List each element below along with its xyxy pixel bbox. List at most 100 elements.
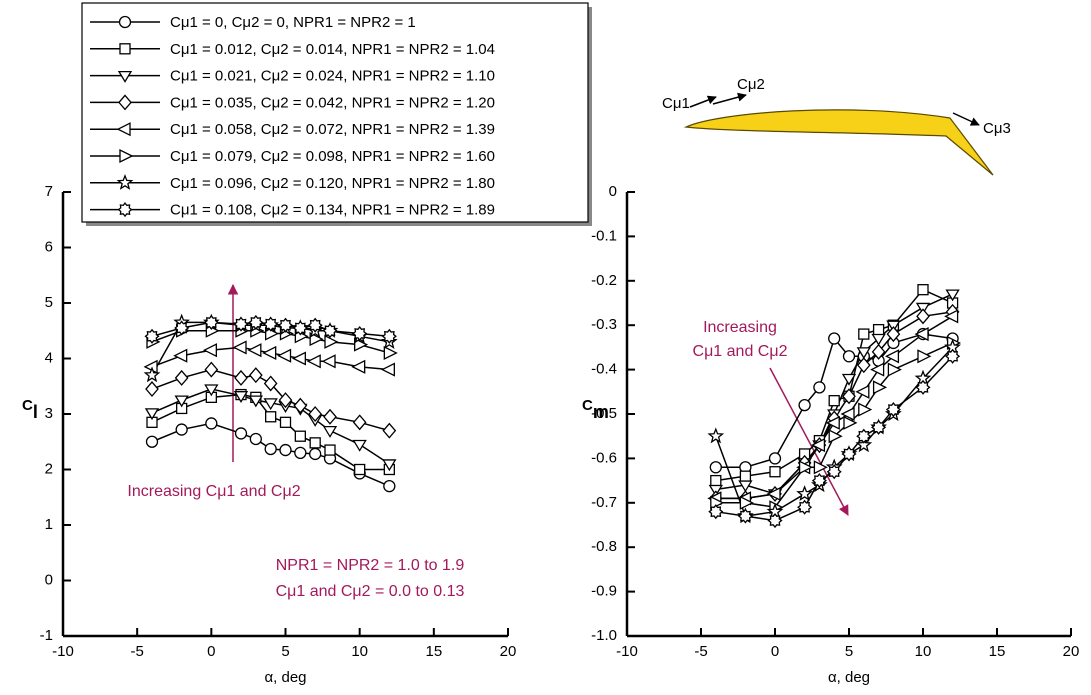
data-point — [263, 316, 279, 332]
data-point — [322, 425, 338, 438]
y-tick-label: -0.7 — [591, 494, 617, 511]
legend-marker — [116, 173, 134, 190]
data-point — [870, 362, 885, 377]
data-point — [322, 323, 338, 339]
data-point — [205, 417, 218, 430]
data-point — [766, 486, 781, 501]
x-tick-label: 15 — [425, 643, 442, 660]
data-point — [825, 415, 840, 430]
y-tick-label: -0.3 — [591, 316, 617, 333]
annotation: Cμ1 and Cμ2 — [693, 343, 788, 360]
data-point — [323, 408, 337, 425]
data-point — [232, 340, 247, 355]
data-point — [944, 309, 959, 324]
data-point — [945, 289, 960, 302]
data-point — [798, 460, 814, 475]
x-axis-label: α, deg — [828, 669, 870, 686]
annotation-arrow — [769, 367, 849, 516]
legend — [81, 2, 589, 223]
data-point — [264, 442, 277, 456]
data-point — [279, 443, 292, 457]
data-point — [248, 367, 263, 384]
data-point — [308, 406, 323, 422]
data-point — [248, 314, 264, 330]
data-point — [277, 317, 294, 333]
x-tick-label: 20 — [1063, 643, 1080, 660]
data-point — [855, 384, 870, 399]
x-tick-label: -10 — [52, 643, 74, 660]
x-tick-label: 5 — [845, 643, 853, 660]
data-point — [175, 423, 188, 436]
data-point — [842, 350, 856, 363]
jet-arrow — [952, 112, 980, 126]
data-point — [247, 343, 262, 358]
data-point — [263, 375, 278, 392]
data-point — [843, 415, 858, 430]
data-point — [383, 479, 396, 493]
y-tick-label: -0.9 — [591, 583, 617, 600]
data-point — [352, 414, 367, 431]
y-tick-label: 0 — [45, 571, 53, 588]
legend-marker — [119, 43, 131, 55]
data-point — [292, 320, 308, 336]
data-point — [174, 320, 190, 336]
data-point — [796, 485, 813, 502]
data-point — [871, 343, 886, 360]
data-point — [262, 345, 277, 361]
data-point — [738, 480, 753, 493]
data-point — [811, 473, 827, 489]
x-tick-label: -5 — [130, 643, 143, 660]
y-tick-label: -1.0 — [591, 627, 617, 644]
legend-label: Cμ1 = 0.079, Cμ2 = 0.098, NPR1 = NPR2 = … — [170, 148, 495, 165]
data-point — [381, 328, 397, 344]
data-point — [352, 439, 367, 452]
legend-label: Cμ1 = 0.108, Cμ2 = 0.134, NPR1 = NPR2 = … — [170, 202, 495, 219]
airfoil — [683, 109, 994, 176]
data-point — [885, 402, 901, 418]
data-point — [708, 504, 724, 520]
data-point — [143, 366, 161, 383]
x-tick-label: -10 — [616, 643, 638, 660]
data-point — [767, 513, 783, 529]
series-line — [715, 346, 954, 517]
data-point — [710, 474, 722, 487]
x-tick-label: 0 — [207, 643, 215, 660]
data-point — [856, 357, 871, 374]
data-point — [145, 381, 159, 398]
data-point — [707, 427, 725, 444]
data-point — [144, 328, 160, 344]
data-point — [856, 347, 871, 360]
data-point — [768, 452, 782, 465]
data-point — [856, 428, 872, 444]
annotation: Increasing Cμ1 and Cμ2 — [127, 483, 300, 500]
data-point — [858, 328, 870, 340]
annotation: Increasing — [703, 319, 777, 336]
y-tick-label: -1 — [40, 627, 53, 644]
data-point — [871, 333, 886, 346]
data-point — [871, 419, 887, 435]
data-point — [945, 348, 961, 364]
data-point — [354, 337, 369, 352]
data-point — [234, 369, 248, 386]
y-tick-label: -0.5 — [591, 405, 617, 422]
y-tick-label: -0.8 — [591, 538, 617, 555]
x-tick-label: 0 — [771, 643, 779, 660]
data-point — [826, 464, 842, 480]
y-axis-label: Cl — [22, 397, 38, 422]
data-point — [324, 444, 336, 456]
data-point — [354, 463, 366, 476]
x-tick-label: -5 — [694, 643, 707, 660]
data-point — [249, 432, 262, 446]
data-point — [278, 392, 293, 409]
legend-label: Cμ1 = 0.012, Cμ2 = 0.014, NPR1 = NPR2 = … — [170, 41, 495, 58]
airfoil-label: Cμ3 — [983, 120, 1011, 137]
jet-arrow — [712, 92, 747, 105]
series-line — [151, 388, 390, 465]
x-tick-label: 10 — [351, 643, 368, 660]
legend-marker — [118, 94, 132, 111]
x-tick-label: 5 — [281, 643, 289, 660]
data-point — [352, 325, 368, 342]
data-point — [709, 461, 722, 474]
data-point — [810, 438, 826, 453]
data-point — [841, 373, 857, 386]
